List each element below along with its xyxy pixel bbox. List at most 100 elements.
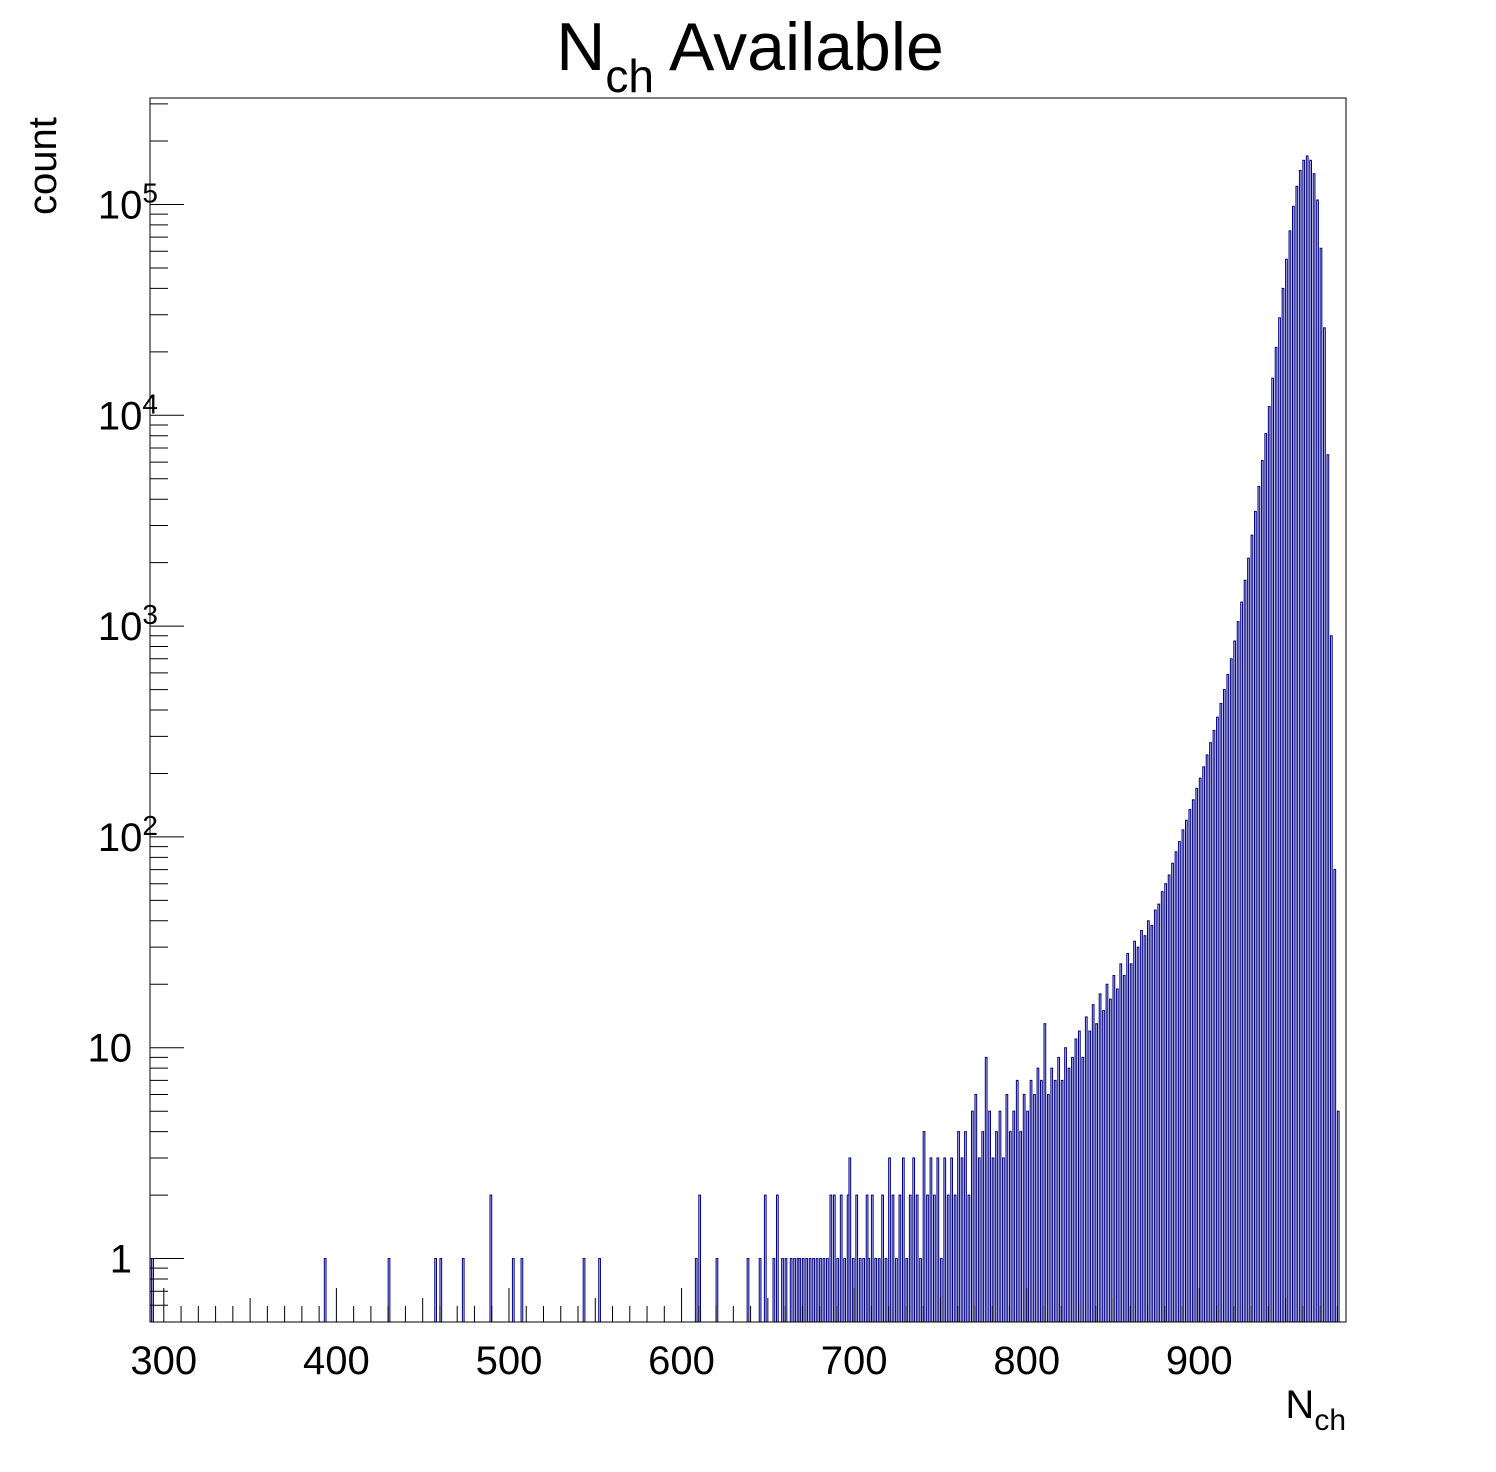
histogram-bin (888, 1157, 891, 1323)
histogram-bin (984, 1056, 988, 1323)
histogram-bin (598, 1258, 601, 1323)
histogram-bin (1012, 1110, 1016, 1323)
histogram-bin (867, 1258, 871, 1323)
histogram-bin (1288, 230, 1292, 1323)
histogram-bin (1140, 929, 1143, 1323)
histogram-bin (1167, 874, 1171, 1323)
histogram-bin (772, 1258, 776, 1323)
histogram-bin (1219, 702, 1223, 1323)
histogram-bin (1078, 1030, 1081, 1323)
histogram-bin (1067, 1067, 1071, 1323)
histogram-bin (1326, 454, 1330, 1323)
histogram-bin (1292, 205, 1295, 1323)
histogram-bin (1274, 346, 1278, 1323)
y-tick-label: 1 (110, 1238, 132, 1282)
histogram-bin (1122, 975, 1126, 1323)
x-tick-label: 500 (476, 1339, 543, 1383)
histogram-bin (1160, 891, 1164, 1323)
histogram-bin (858, 1258, 862, 1323)
y-tick-label: 102 (98, 810, 158, 860)
histogram-bin (991, 1157, 995, 1323)
histogram-bin (881, 1194, 884, 1323)
histogram-bin (1188, 808, 1192, 1323)
histogram-bin (912, 1157, 916, 1323)
histogram-bin (323, 1258, 327, 1323)
histogram-bin (812, 1258, 815, 1323)
histogram-bin (746, 1258, 750, 1323)
histogram-bin (870, 1194, 874, 1323)
histogram-bin (1319, 247, 1323, 1323)
histogram-bin (933, 1194, 936, 1323)
histogram-bin (1115, 988, 1119, 1323)
histogram-bin (1119, 963, 1123, 1323)
x-tick-label: 400 (303, 1339, 370, 1383)
histogram-bin (694, 1258, 698, 1323)
histogram-bin (763, 1194, 767, 1323)
histogram-bin (891, 1194, 895, 1323)
histogram-bin (1002, 1157, 1005, 1323)
histogram-bin (848, 1157, 852, 1323)
y-tick-label: 104 (98, 388, 158, 438)
histogram-bin (1222, 689, 1226, 1323)
histogram-bin (1057, 1056, 1061, 1323)
histogram-bin (1091, 1004, 1095, 1323)
histogram-bin (793, 1258, 796, 1323)
histogram-bin (936, 1157, 940, 1323)
histogram-bin (829, 1194, 833, 1323)
histogram-bin (1171, 862, 1174, 1323)
histogram-bin (1195, 787, 1199, 1323)
histogram-bin (1302, 159, 1306, 1323)
histogram-bin (1216, 716, 1219, 1323)
histogram-bin (1133, 940, 1136, 1323)
y-tick-label: 10 (88, 1027, 133, 1071)
histogram-bin (1033, 1094, 1036, 1323)
histogram-bin (843, 1258, 847, 1323)
histogram-bin (898, 1194, 902, 1323)
x-tick-label: 800 (993, 1339, 1060, 1383)
histogram-bin (862, 1258, 866, 1323)
histogram-bin (1046, 1094, 1050, 1323)
histogram-bin (839, 1194, 843, 1323)
histogram-bin (698, 1194, 702, 1323)
histogram-bin (1298, 169, 1302, 1323)
histogram-bin (1136, 946, 1140, 1323)
histogram-bin (1081, 1056, 1085, 1323)
histogram-bin (582, 1258, 586, 1323)
title-sub: ch (605, 50, 654, 102)
xlabel-main: N (1285, 1383, 1314, 1427)
histogram-bin (957, 1131, 960, 1323)
histogram-bin (1157, 903, 1161, 1323)
histogram-bin (998, 1110, 1002, 1323)
histogram-bin (1071, 1056, 1074, 1323)
histogram-bin (826, 1258, 829, 1323)
histogram-bin (1088, 1030, 1092, 1323)
histogram-bin (1143, 935, 1147, 1323)
histogram-bin (922, 1131, 926, 1323)
histogram-bin (1202, 766, 1205, 1323)
histogram-bin (1095, 1023, 1098, 1323)
title-rest: Available (654, 9, 944, 85)
histogram-bin (1309, 159, 1312, 1323)
histogram-bin (1019, 1131, 1023, 1323)
histogram-bin (1333, 869, 1337, 1323)
histogram-bin (1229, 658, 1233, 1323)
histogram-bin (1181, 829, 1185, 1323)
histogram-bin (1243, 579, 1247, 1323)
histogram-bin (1015, 1079, 1019, 1323)
histogram-bin (877, 1258, 881, 1323)
histogram-bin (1105, 983, 1109, 1323)
histogram-bin (926, 1194, 929, 1323)
histogram-bin (1329, 635, 1333, 1323)
histogram-bin (1074, 1038, 1078, 1323)
histogram-bin (960, 1157, 964, 1323)
histogram-bin (964, 1131, 967, 1323)
histogram-bin (1250, 534, 1254, 1323)
histogram-bin (1098, 993, 1102, 1323)
histogram-bin (1285, 258, 1288, 1323)
histogram-bin (789, 1258, 793, 1323)
histogram-bin (1260, 460, 1264, 1323)
histogram-bin (1336, 1110, 1340, 1323)
y-tick-label: 103 (98, 599, 158, 649)
histogram-bin (946, 1194, 950, 1323)
histogram-bin (1043, 1023, 1047, 1323)
